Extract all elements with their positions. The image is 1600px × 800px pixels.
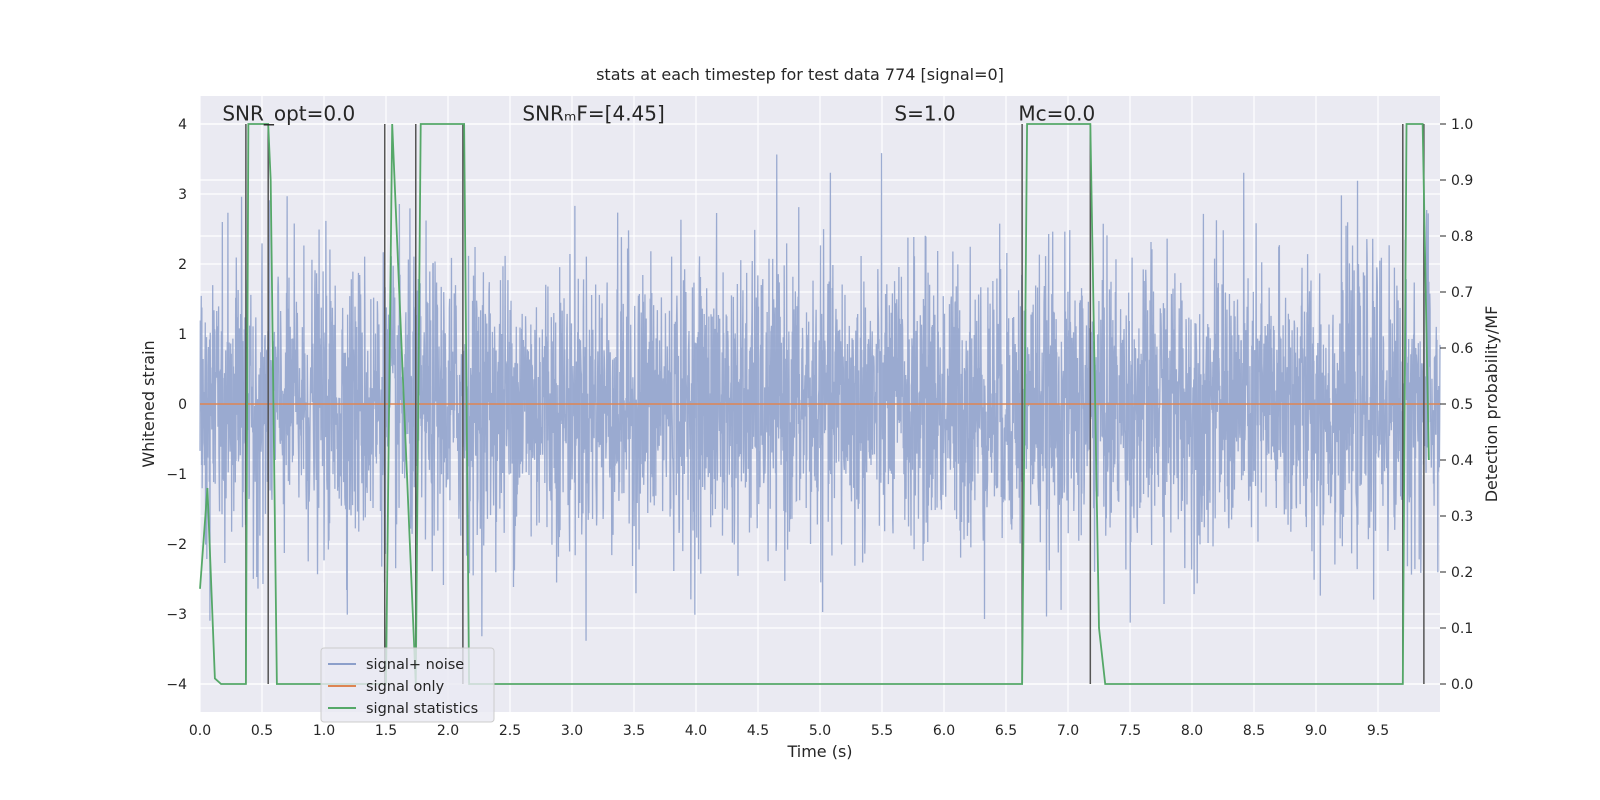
y2-tick-label: 0.0 [1451, 677, 1473, 693]
x-tick-label: 8.5 [1243, 723, 1265, 739]
y-tick-label: −3 [166, 607, 187, 623]
x-tick-label: 1.0 [313, 723, 335, 739]
y-tick-label: 4 [178, 117, 187, 133]
y2-tick-label: 0.1 [1451, 621, 1473, 637]
y-axis-label: Whitened strain [139, 340, 158, 467]
x-tick-label: 5.0 [809, 723, 831, 739]
y2-tick-label: 0.3 [1451, 509, 1473, 525]
x-tick-label: 2.5 [499, 723, 521, 739]
noise-series-line [199, 153, 1441, 641]
legend-label: signal statistics [366, 701, 478, 717]
y-tick-label: 3 [178, 187, 187, 203]
y2-tick-label: 0.5 [1451, 397, 1473, 413]
x-tick-label: 2.0 [437, 723, 459, 739]
data-layer [199, 123, 1441, 685]
y-tick-label: −4 [166, 677, 187, 693]
axes: 0.0 0.5 1.0 1.5 2.0 2.5 3.0 3.5 4.0 4.5 5.0 5.5 6.0 6… [166, 117, 1473, 739]
y2-tick-label: 0.8 [1451, 229, 1473, 245]
x-tick-label: 4.0 [685, 723, 707, 739]
x-tick-label: 6.5 [995, 723, 1017, 739]
y-tick-label: −2 [166, 537, 187, 553]
x-tick-label: 4.5 [747, 723, 769, 739]
annotation-text: SNRₘF=[4.45] [522, 102, 664, 126]
x-tick-label: 5.5 [871, 723, 893, 739]
x-tick-label: 1.5 [375, 723, 397, 739]
y-tick-label: 0 [178, 397, 187, 413]
annotation-text: S=1.0 [894, 102, 955, 126]
legend-label: signal only [366, 679, 445, 695]
x-tick-label: 7.5 [1119, 723, 1141, 739]
x-tick-label: 0.5 [251, 723, 273, 739]
y2-tick-label: 1.0 [1451, 117, 1473, 133]
x-tick-label: 9.0 [1305, 723, 1327, 739]
y2-tick-label: 0.9 [1451, 173, 1473, 189]
x-tick-label: 9.5 [1367, 723, 1389, 739]
annotations: SNR_opt=0.0 SNRₘF=[4.45] S=1.0 Mᴄ=0.0 [222, 102, 1095, 126]
y-tick-label: −1 [166, 467, 187, 483]
annotation-text: Mᴄ=0.0 [1018, 102, 1095, 126]
y2-tick-label: 0.6 [1451, 341, 1473, 357]
annotation-text: SNR_opt=0.0 [222, 102, 355, 126]
x-tick-label: 6.0 [933, 723, 955, 739]
y-tick-label: 2 [178, 257, 187, 273]
x-tick-label: 0.0 [189, 723, 211, 739]
y2-axis-label: Detection probability/MF [1482, 306, 1501, 503]
x-tick-label: 3.0 [561, 723, 583, 739]
legend: signal+ noise signal only signal statistic… [320, 647, 495, 723]
x-tick-label: 7.0 [1057, 723, 1079, 739]
legend-label: signal+ noise [366, 657, 464, 673]
y2-tick-label: 0.7 [1451, 285, 1473, 301]
x-axis-label: Time (s) [786, 742, 852, 761]
y2-tick-label: 0.4 [1451, 453, 1473, 469]
chart-title: stats at each timestep for test data 774… [596, 65, 1004, 84]
legend-box [320, 647, 495, 723]
x-tick-label: 8.0 [1181, 723, 1203, 739]
y2-tick-label: 0.2 [1451, 565, 1473, 581]
y-tick-label: 1 [178, 327, 187, 343]
x-tick-label: 3.5 [623, 723, 645, 739]
signal-statistics-line [199, 123, 1430, 685]
